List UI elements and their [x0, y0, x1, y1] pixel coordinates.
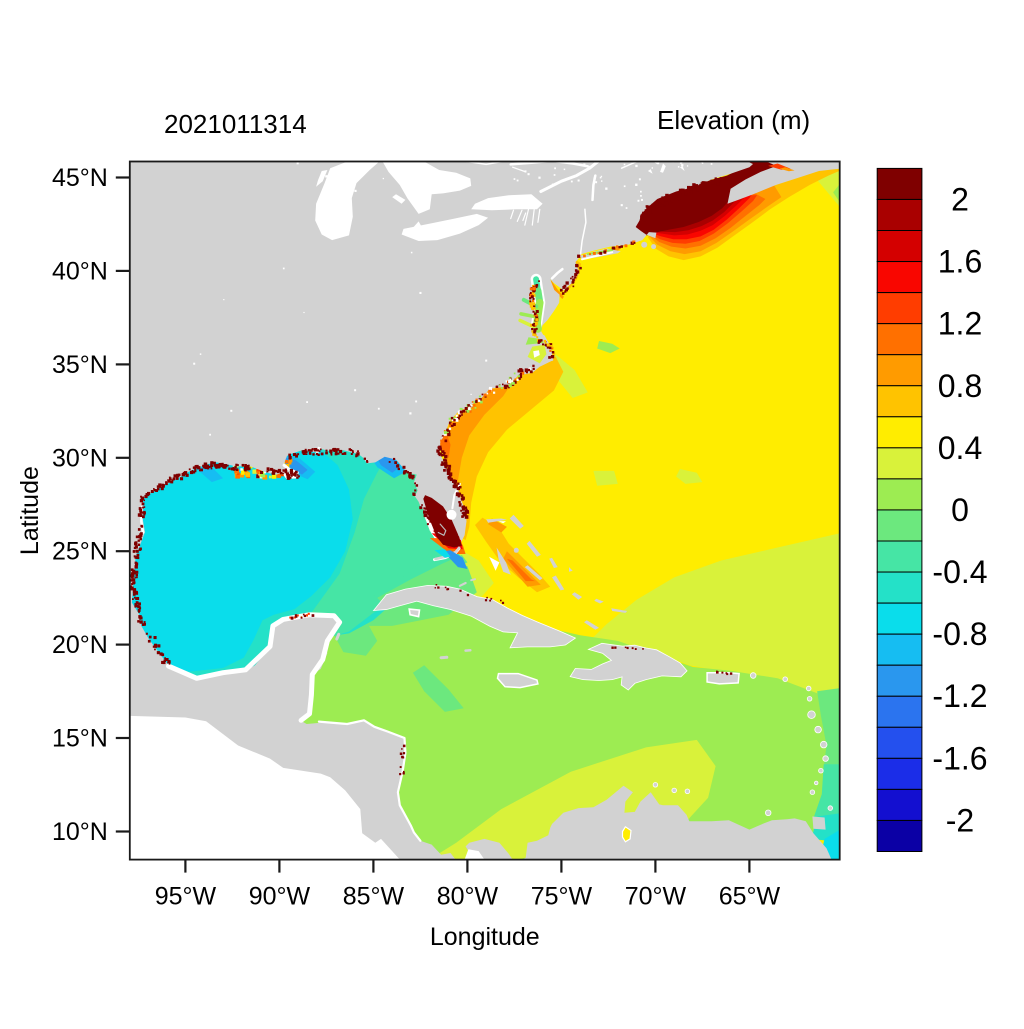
svg-text:0.8: 0.8	[938, 368, 982, 404]
svg-text:0.4: 0.4	[938, 430, 982, 466]
svg-text:1.6: 1.6	[938, 244, 982, 280]
svg-text:Latitude: Latitude	[16, 466, 44, 555]
svg-text:95°W: 95°W	[155, 883, 217, 911]
svg-text:25°N: 25°N	[52, 538, 108, 566]
svg-text:40°N: 40°N	[52, 257, 108, 285]
svg-text:2: 2	[951, 182, 969, 218]
svg-text:30°N: 30°N	[52, 444, 108, 472]
svg-text:1.2: 1.2	[938, 306, 982, 342]
svg-text:2021011314: 2021011314	[164, 109, 307, 139]
svg-text:90°W: 90°W	[249, 883, 311, 911]
svg-text:Longitude: Longitude	[430, 923, 540, 951]
svg-text:10°N: 10°N	[52, 818, 108, 846]
svg-text:Elevation (m): Elevation (m)	[657, 105, 810, 135]
svg-text:85°W: 85°W	[343, 883, 405, 911]
svg-text:-2: -2	[946, 803, 974, 839]
svg-text:35°N: 35°N	[52, 351, 108, 379]
svg-text:0: 0	[951, 492, 969, 528]
svg-text:75°W: 75°W	[531, 883, 593, 911]
svg-text:-0.4: -0.4	[932, 554, 987, 590]
svg-text:-1.6: -1.6	[932, 740, 987, 776]
svg-text:-1.2: -1.2	[932, 678, 987, 714]
svg-text:20°N: 20°N	[52, 631, 108, 659]
svg-text:-0.8: -0.8	[932, 616, 987, 652]
svg-text:65°W: 65°W	[719, 883, 781, 911]
svg-text:70°W: 70°W	[625, 883, 687, 911]
svg-text:45°N: 45°N	[52, 164, 108, 192]
svg-text:15°N: 15°N	[52, 725, 108, 753]
svg-text:80°W: 80°W	[437, 883, 499, 911]
